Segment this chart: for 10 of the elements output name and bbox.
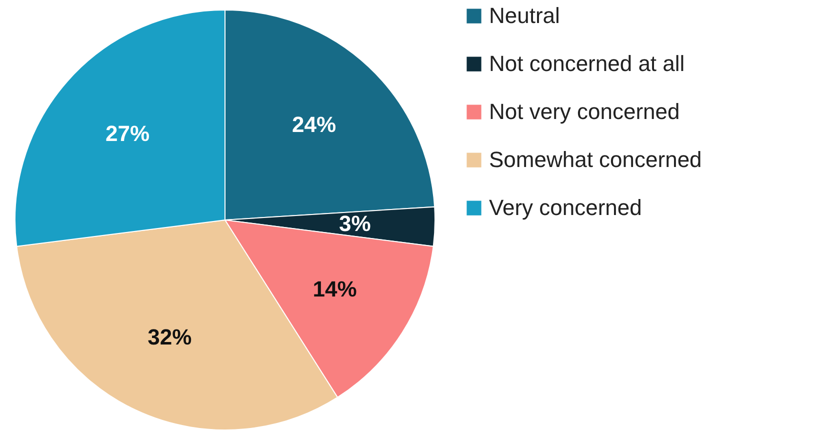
legend-label: Neutral	[489, 3, 560, 28]
data-label: 27%	[105, 121, 150, 146]
data-label: 3%	[339, 211, 371, 236]
data-label: 24%	[292, 112, 336, 138]
legend-label: Not concerned at all	[489, 51, 685, 76]
legend-label: Somewhat concerned	[489, 147, 702, 172]
legend-label: Very concerned	[489, 195, 642, 220]
legend-label: Not very concerned	[489, 99, 680, 124]
data-label: 32%	[148, 324, 192, 350]
data-label: 14%	[312, 276, 357, 302]
